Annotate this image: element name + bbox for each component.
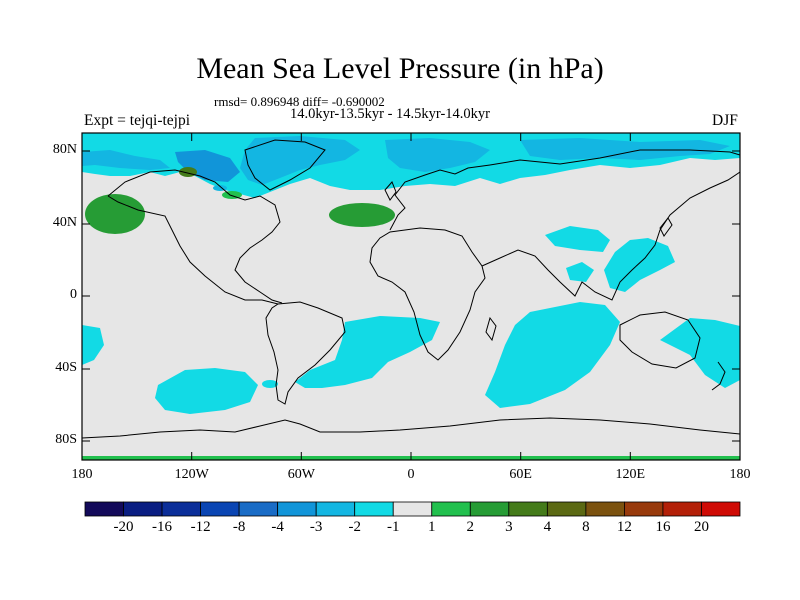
coast-japan (659, 217, 673, 237)
anomaly-south-pacific (155, 368, 258, 414)
colorbar-label: -1 (386, 519, 400, 535)
y-tick-80n: 80N (52, 142, 77, 157)
experiment-label: Expt = tejqi-tejpi (84, 112, 191, 129)
anomaly-southern-pacific-small (262, 380, 278, 388)
anomaly-asia-patch (545, 226, 610, 252)
coast-australia (619, 311, 701, 369)
colorbar-swatch (238, 501, 279, 517)
anomaly-indian-ocean (485, 302, 620, 408)
colorbar-swatch (277, 501, 317, 517)
x-axis-tick-marks (81, 133, 741, 460)
colorbar-label: -4 (271, 519, 284, 535)
anomaly-greenland-core (240, 136, 360, 185)
anomaly-siberia-core (520, 138, 730, 160)
coastlines (82, 139, 740, 439)
coast-madagascar (485, 316, 497, 342)
anomaly-north-pacific-positive (85, 194, 145, 234)
periods-line: 14.0kyr-13.5kyr - 14.5kyr-14.0kyr (290, 106, 490, 122)
colorbar-label: 3 (505, 519, 513, 535)
coast-asia (481, 171, 740, 301)
coast-europe (389, 164, 491, 231)
x-tick-180-left: 180 (71, 467, 93, 482)
colorbar-label: -8 (232, 519, 246, 535)
colorbar-swatch (546, 501, 587, 517)
coast-africa (369, 227, 486, 361)
x-tick-60e: 60E (509, 467, 532, 482)
coast-north-america (107, 169, 283, 304)
colorbar (84, 501, 741, 517)
anomaly-india-patch (566, 262, 594, 282)
anomaly-north-atlantic-positive (329, 203, 395, 227)
coast-uk (384, 181, 397, 201)
colorbar-label: 2 (466, 519, 475, 535)
coast-antarctica (82, 417, 740, 439)
x-tick-60w: 60W (287, 467, 315, 482)
colorbar-label: -12 (190, 519, 211, 535)
coast-north-america-west (107, 195, 279, 305)
colorbar-swatch (701, 501, 741, 517)
colorbar-swatch (469, 501, 510, 517)
colorbar-label: 12 (616, 519, 632, 535)
x-tick-0: 0 (407, 467, 415, 482)
anomaly-australia-east (660, 318, 740, 388)
anomaly-arctic-band-edge (82, 150, 170, 170)
colorbar-label: -16 (152, 519, 173, 535)
x-tick-180-right: 180 (729, 467, 751, 482)
stats-line: rmsd= 0.896948 diff= -0.690002 (214, 94, 385, 109)
anomaly-south-atlantic (295, 316, 440, 388)
colorbar-swatch (84, 501, 124, 517)
colorbar-swatch (508, 501, 548, 517)
colorbar-label: -2 (348, 519, 361, 535)
colorbar-label: 4 (543, 519, 552, 535)
colorbar-swatch (123, 501, 163, 517)
anomaly-eurasia-core (385, 138, 490, 172)
y-tick-0: 0 (70, 287, 77, 302)
anomaly-west-pacific-patch (604, 238, 675, 292)
colorbar-label: 20 (693, 519, 709, 535)
colorbar-label: -20 (113, 519, 134, 535)
colorbar-swatch (200, 501, 240, 517)
coast-new-zealand (711, 361, 726, 391)
colorbar-label: -3 (309, 519, 323, 535)
y-tick-40s: 40S (55, 360, 77, 375)
coast-siberia (489, 149, 740, 166)
anomaly-canada-core (175, 150, 240, 182)
colorbar-swatch (431, 501, 471, 517)
colorbar-swatch (354, 501, 394, 517)
x-tick-120e: 120E (615, 467, 646, 482)
colorbar-swatch (624, 501, 664, 517)
colorbar-swatch (585, 501, 625, 517)
x-tick-120w: 120W (174, 467, 209, 482)
y-tick-40n: 40N (52, 215, 77, 230)
y-axis-tick-marks (82, 150, 740, 442)
coast-south-america (265, 301, 346, 405)
plot-title: Mean Sea Level Pressure (in hPa) (196, 52, 604, 85)
colorbar-label: 8 (582, 519, 590, 535)
colorbar-swatch (392, 501, 433, 517)
colorbar-swatch (161, 501, 201, 517)
season-label: DJF (712, 112, 738, 129)
colorbar-swatch (315, 501, 356, 517)
colorbar-swatch (662, 501, 702, 517)
anomaly-southeast-pacific-patch (82, 325, 104, 365)
colorbar-label: 1 (428, 519, 436, 535)
y-tick-80s: 80S (55, 432, 77, 447)
colorbar-label: 16 (655, 519, 671, 535)
coast-greenland (244, 139, 326, 191)
